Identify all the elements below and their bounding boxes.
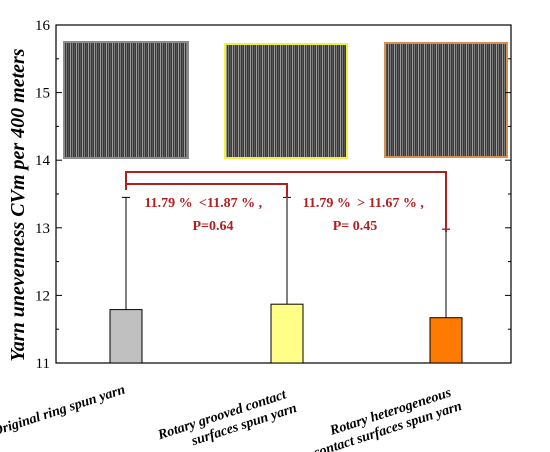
x-category-label: Rotary heterogeneouscontact surfaces spu…: [307, 384, 464, 452]
x-category-label-line: Original ring spun yarn: [0, 382, 127, 439]
bracket-inner: [126, 183, 288, 198]
bars: [109, 303, 463, 364]
inset-images: [63, 41, 508, 159]
annotation-right-line1: 11.79 % > 11.67 % ,: [303, 196, 424, 211]
y-tick-label: 11: [36, 356, 50, 372]
x-category-label: Original ring spun yarn: [0, 382, 127, 439]
yarn-surface-image: [63, 41, 189, 159]
x-axis-labels: Original ring spun yarn Rotary grooved co…: [0, 382, 464, 452]
x-category-label: Rotary grooved contactsurfaces spun yarn: [155, 386, 299, 452]
y-tick-label: 12: [35, 288, 50, 304]
y-axis-ticks: 11 12 13 14 15 16: [35, 18, 511, 372]
annotation-left-line1: 11.79 % <11.87 % ,: [144, 196, 262, 211]
annotation-left-line2: P=0.64: [192, 219, 233, 234]
significance-brackets: [125, 171, 447, 232]
annotation-left: 11.79 % <11.87 % , P=0.64: [144, 196, 265, 234]
yarn-surface-image: [224, 43, 348, 159]
y-tick-label: 15: [35, 86, 50, 102]
bar: [429, 317, 463, 364]
annotation-right-line2: P= 0.45: [333, 219, 378, 234]
bar: [109, 309, 143, 364]
y-tick-label: 14: [35, 153, 51, 169]
bracket-outer: [125, 171, 447, 232]
y-tick-label: 16: [35, 18, 51, 34]
yarn-surface-image: [384, 42, 508, 158]
bar: [270, 303, 304, 364]
error-bars: [122, 196, 450, 318]
y-axis-title: Yarn unevenness CVm per 400 meters: [7, 48, 29, 361]
y-tick-label: 13: [35, 221, 50, 237]
annotation-right: 11.79 % > 11.67 % , P= 0.45: [303, 196, 428, 234]
